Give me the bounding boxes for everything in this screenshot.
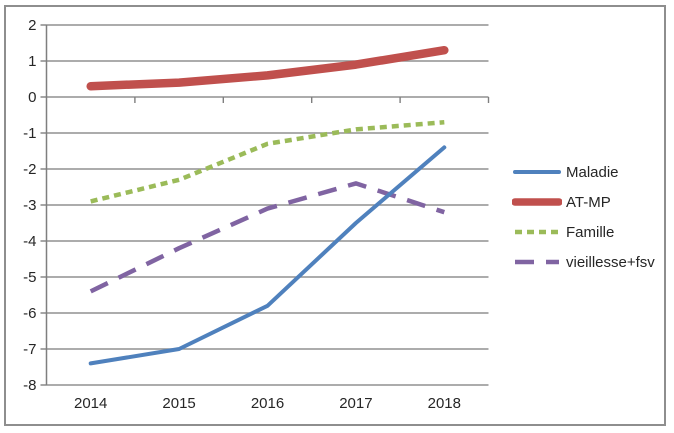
y-axis-label: 0 bbox=[28, 89, 36, 106]
legend-label-vieillesse: vieillesse+fsv bbox=[566, 253, 655, 271]
legend-item-atmp: AT-MP bbox=[512, 187, 655, 217]
legend-item-maladie: Maladie bbox=[512, 157, 655, 187]
legend-label-atmp: AT-MP bbox=[566, 193, 611, 211]
y-axis-label: 1 bbox=[28, 53, 36, 70]
series-line-vieillesse-fsv bbox=[89, 181, 445, 294]
legend-label-maladie: Maladie bbox=[566, 163, 619, 181]
chart-legend: Maladie AT-MP Famille vieillesse+fsv bbox=[512, 157, 655, 277]
legend-swatch-maladie-icon bbox=[513, 170, 561, 174]
y-axis-label: -8 bbox=[23, 377, 36, 394]
y-axis-label: -4 bbox=[23, 233, 36, 250]
legend-swatch-vieillesse-icon bbox=[515, 259, 559, 265]
legend-label-famille: Famille bbox=[566, 223, 615, 241]
series-line-famille bbox=[90, 119, 445, 204]
y-axis-label: -2 bbox=[23, 161, 36, 178]
x-axis-label: 2018 bbox=[428, 395, 461, 412]
legend-swatch-atmp-icon bbox=[512, 198, 562, 206]
x-axis-label: 2015 bbox=[162, 395, 195, 412]
y-axis-label: -3 bbox=[23, 197, 36, 214]
legend-item-famille: Famille bbox=[512, 217, 655, 247]
legend-item-vieillesse: vieillesse+fsv bbox=[512, 247, 655, 277]
x-axis-label: 2014 bbox=[74, 395, 107, 412]
chart-border bbox=[4, 5, 666, 426]
y-axis-label: -6 bbox=[23, 305, 36, 322]
series-line-at-mp bbox=[86, 45, 449, 91]
y-axis-label: -7 bbox=[23, 341, 36, 358]
legend-swatch-famille-icon bbox=[515, 229, 559, 235]
x-axis-label: 2016 bbox=[251, 395, 284, 412]
y-axis-label: -5 bbox=[23, 269, 36, 286]
x-axis-label: 2017 bbox=[339, 395, 372, 412]
y-axis-label: -1 bbox=[23, 125, 36, 142]
series-line-maladie bbox=[88, 145, 447, 366]
y-axis-label: 2 bbox=[28, 17, 36, 34]
